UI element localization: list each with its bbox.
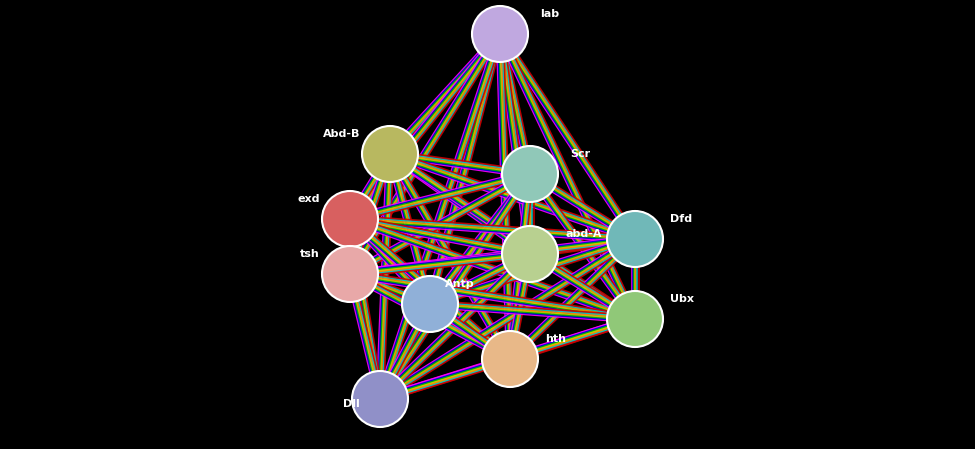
Circle shape — [482, 331, 538, 387]
Circle shape — [322, 246, 378, 302]
Text: Dfd: Dfd — [670, 214, 692, 224]
Text: hth: hth — [545, 334, 566, 344]
Text: Dll: Dll — [343, 399, 360, 409]
Text: Scr: Scr — [570, 149, 590, 159]
Circle shape — [607, 211, 663, 267]
Circle shape — [322, 191, 378, 247]
Text: Antp: Antp — [445, 279, 475, 289]
Text: tsh: tsh — [300, 249, 320, 259]
Text: exd: exd — [297, 194, 320, 204]
Circle shape — [502, 226, 558, 282]
Circle shape — [502, 146, 558, 202]
Circle shape — [402, 276, 458, 332]
Text: Ubx: Ubx — [670, 294, 694, 304]
Text: abd-A: abd-A — [565, 229, 602, 239]
Circle shape — [607, 291, 663, 347]
Circle shape — [352, 371, 408, 427]
Text: lab: lab — [540, 9, 559, 19]
Text: Abd-B: Abd-B — [323, 129, 360, 139]
Circle shape — [472, 6, 528, 62]
Circle shape — [362, 126, 418, 182]
